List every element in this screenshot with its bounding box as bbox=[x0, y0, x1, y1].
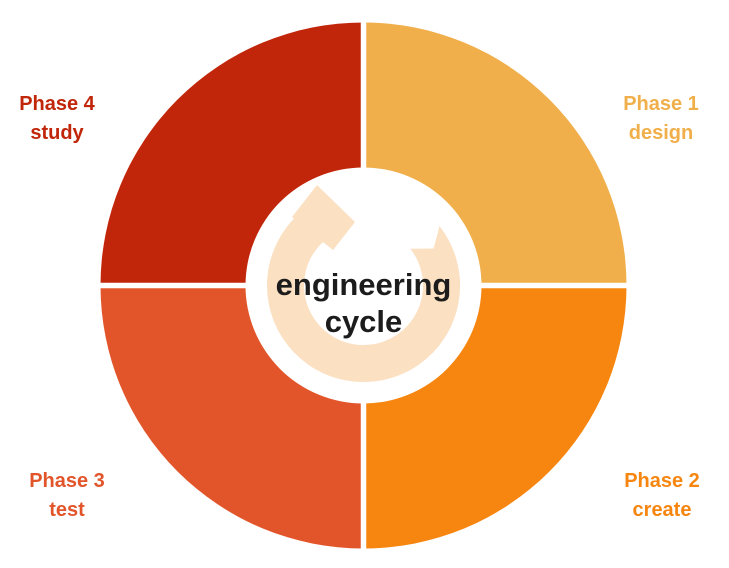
phase-1-name: Phase 1 bbox=[623, 93, 699, 115]
center-title-line2: cycle bbox=[324, 304, 403, 339]
phase-2-label: Phase 2 create bbox=[592, 467, 729, 525]
phase-2-name: Phase 2 bbox=[624, 470, 700, 492]
phase-1-task: design bbox=[628, 122, 694, 144]
phase-1-label: Phase 1 design bbox=[591, 90, 729, 148]
center-title-line1: engineering bbox=[275, 267, 452, 302]
center-title: engineering cycle bbox=[238, 266, 489, 340]
phase-4-name: Phase 4 bbox=[19, 93, 95, 115]
phase-3-task: test bbox=[49, 499, 85, 521]
phase-3-label: Phase 3 test bbox=[0, 467, 137, 525]
cycle-arrow-icon bbox=[267, 185, 461, 383]
phase-4-task: study bbox=[30, 122, 84, 144]
phase-3-name: Phase 3 bbox=[29, 470, 105, 492]
phase-4-label: Phase 4 study bbox=[0, 90, 127, 148]
phase-2-task: create bbox=[632, 499, 692, 521]
